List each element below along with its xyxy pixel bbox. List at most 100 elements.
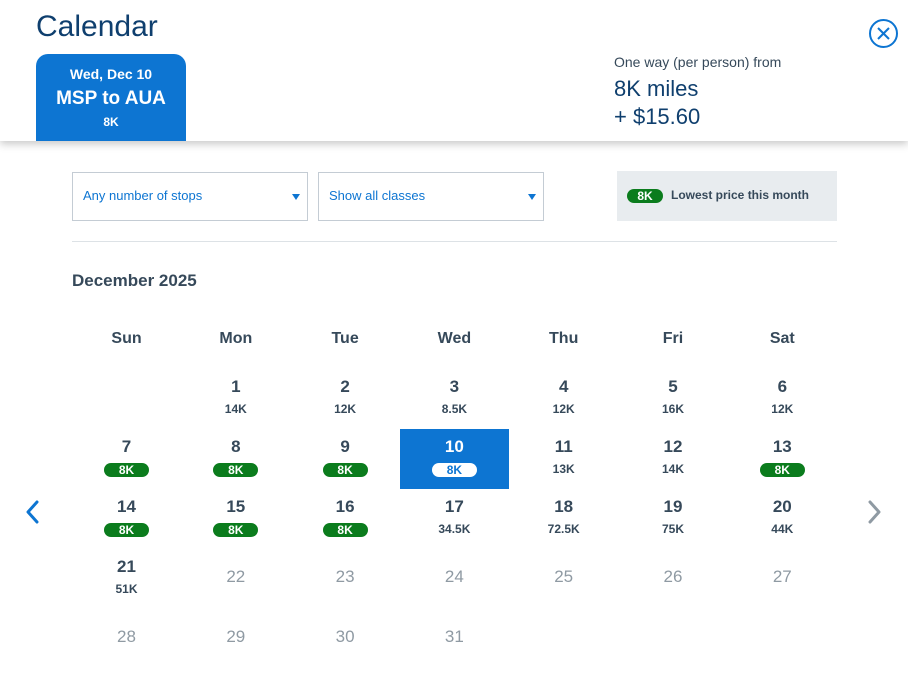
calendar-day-cell: 26 [619, 549, 728, 609]
lowest-price-pill: 8K [104, 463, 149, 477]
day-price: 13K [552, 462, 575, 476]
day-number: 1 [231, 377, 241, 396]
tab-price: 8K [103, 115, 119, 129]
weekday-label: Mon [219, 330, 253, 347]
calendar-day-cell[interactable]: 10 8K [399, 429, 509, 489]
day-number: 18 [554, 497, 574, 516]
day-number: 9 [340, 437, 350, 456]
stops-dropdown[interactable]: Any number of stops [72, 172, 308, 221]
calendar-day-cell: 29 [181, 609, 290, 669]
fare-miles: 8K miles [614, 76, 699, 101]
calendar-day-cell[interactable]: 6 12K [728, 369, 837, 429]
day-number: 28 [117, 627, 136, 646]
weekday-label: Sat [769, 330, 795, 347]
calendar-day-cell[interactable]: 4 12K [509, 369, 618, 429]
calendar-day-cell[interactable]: 7 8K [72, 429, 181, 489]
day-price: 75K [661, 522, 684, 536]
day-number: 15 [226, 497, 246, 516]
day-number: 16 [335, 497, 355, 516]
fare-label: One way (per person) from [614, 54, 782, 70]
chevron-right-icon [868, 500, 881, 524]
lowest-price-pill: 8K [104, 523, 149, 537]
classes-dropdown-value: Show all classes [329, 188, 426, 203]
calendar-day-cell: 24 [400, 549, 509, 609]
close-circle-icon [869, 19, 898, 48]
day-number: 10 [444, 437, 464, 456]
calendar-day-cell[interactable]: 17 34.5K [400, 489, 509, 549]
selected-flight-tab[interactable]: Wed, Dec 10 MSP to AUA 8K [36, 54, 186, 141]
calendar-day-cell[interactable]: 13 8K [728, 429, 837, 489]
day-price: 51K [115, 582, 138, 596]
day-number: 3 [449, 377, 460, 396]
calendar-day-cell[interactable]: 19 75K [619, 489, 728, 549]
day-number: 24 [444, 567, 464, 586]
day-number: 26 [663, 567, 683, 586]
day-number: 20 [772, 497, 792, 516]
next-month-button[interactable] [863, 497, 887, 527]
lowest-price-pill: 8K [627, 189, 663, 203]
weekday-label: Sun [111, 330, 142, 347]
calendar-day-cell[interactable]: 9 8K [291, 429, 400, 489]
day-number: 4 [558, 377, 569, 396]
day-price: 72.5K [547, 522, 580, 536]
day-number: 12 [663, 437, 683, 456]
calendar-day-cell: 30 [291, 609, 400, 669]
lowest-price-legend: 8K Lowest price this month [617, 171, 837, 221]
calendar-day-cell[interactable]: 20 44K [728, 489, 837, 549]
stops-dropdown-value: Any number of stops [83, 188, 203, 203]
day-price: 14K [224, 402, 247, 416]
day-price: 14K [661, 462, 684, 476]
weekday-label: Thu [549, 330, 579, 347]
lowest-price-pill: 8K [322, 523, 368, 537]
calendar-day-cell[interactable]: 3 8.5K [400, 369, 509, 429]
month-title: December 2025 [72, 271, 197, 290]
day-number: 21 [117, 557, 136, 576]
calendar-day-cell[interactable]: 1 14K [181, 369, 290, 429]
close-button[interactable] [868, 18, 899, 49]
weekday-label: Fri [662, 330, 684, 347]
legend-text: Lowest price this month [671, 188, 810, 202]
calendar-day-cell[interactable]: 2 12K [291, 369, 400, 429]
calendar-day-cell[interactable]: 5 16K [619, 369, 728, 429]
calendar-day-cell[interactable]: 11 13K [509, 429, 618, 489]
calendar-day-cell[interactable]: 16 8K [291, 489, 400, 549]
day-number: 17 [444, 497, 464, 516]
calendar-day-cell[interactable]: 18 72.5K [509, 489, 618, 549]
day-number: 23 [335, 567, 355, 586]
day-number: 27 [772, 567, 792, 586]
day-price: 8.5K [441, 402, 468, 416]
calendar-grid: 1 14K 2 12K 3 8.5K 4 12K 5 16K 6 12K 7 8K 8 8K 9 8K 10 8K 11… [72, 370, 837, 670]
lowest-price-pill: 8K [431, 463, 477, 477]
day-number: 11 [554, 437, 573, 456]
calendar-day-cell[interactable]: 21 51K [72, 549, 181, 609]
lowest-price-pill: 8K [322, 463, 368, 477]
day-price: 12K [334, 402, 357, 416]
classes-dropdown[interactable]: Show all classes [318, 172, 544, 221]
day-number: 8 [231, 437, 241, 456]
day-number: 31 [444, 627, 464, 646]
tab-route: MSP to AUA [56, 88, 166, 109]
calendar-day-cell[interactable]: 14 8K [72, 489, 181, 549]
weekday-label: Wed [437, 330, 472, 347]
day-number: 30 [335, 627, 355, 646]
day-price: 34.5K [438, 522, 471, 536]
chevron-left-icon [26, 500, 39, 524]
lowest-price-pill: 8K [759, 463, 805, 477]
previous-month-button[interactable] [22, 497, 46, 527]
calendar-day-cell: 27 [728, 549, 837, 609]
calendar-day-cell[interactable]: 8 8K [181, 429, 290, 489]
fare-cash: + $15.60 [614, 104, 701, 129]
lowest-price-pill: 8K [213, 463, 259, 477]
calendar-day-cell[interactable]: 15 8K [181, 489, 290, 549]
divider [72, 241, 837, 242]
calendar-day-cell: 25 [509, 549, 618, 609]
day-number: 22 [226, 567, 246, 586]
fare-summary: One way (per person) from 8K miles + $15… [614, 54, 781, 130]
calendar-day-cell: 22 [181, 549, 290, 609]
caret-down-icon [528, 194, 536, 200]
day-price: 12K [771, 402, 794, 416]
day-number: 7 [121, 437, 132, 456]
calendar-day-cell[interactable]: 12 14K [619, 429, 728, 489]
tab-date: Wed, Dec 10 [69, 66, 153, 82]
day-number: 13 [772, 437, 792, 456]
